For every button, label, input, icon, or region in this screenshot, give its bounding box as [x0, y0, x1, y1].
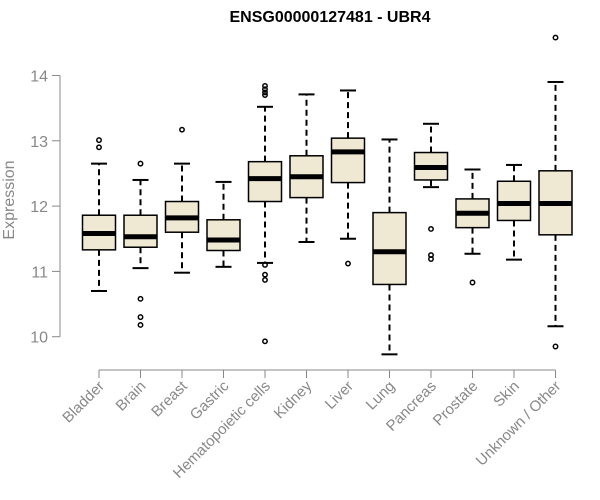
x-tick-label: Bladder — [59, 378, 108, 427]
outlier-point — [137, 160, 144, 167]
outlier-point — [262, 89, 268, 96]
box-iqr — [247, 160, 283, 203]
y-tick-label: 10 — [30, 330, 48, 347]
boxes-group — [81, 34, 573, 356]
box-bladder — [81, 137, 117, 292]
outlier-point — [262, 92, 268, 98]
x-tick-label: Breast — [148, 377, 191, 420]
outlier-point — [428, 256, 434, 262]
outlier-point — [262, 82, 268, 89]
x-tick-label: Kidney — [271, 377, 316, 422]
outlier-point — [262, 276, 268, 283]
y-tick-label: 12 — [30, 199, 48, 216]
box-pancreas — [413, 122, 449, 262]
outlier-point — [96, 144, 102, 151]
outlier-point — [428, 225, 434, 232]
outlier-point — [262, 338, 268, 345]
box-lung — [372, 138, 407, 356]
y-axis-label: Expression — [1, 160, 18, 239]
outlier-point — [179, 126, 185, 133]
outlier-point — [262, 261, 268, 268]
box-skin — [496, 163, 532, 261]
box-breast — [164, 126, 200, 274]
outlier-point — [137, 314, 144, 321]
y-axis: 10 11 12 13 14 — [30, 68, 61, 347]
box-iqr — [206, 219, 241, 252]
x-tick-label: Skin — [490, 378, 523, 411]
outlier-point — [262, 86, 268, 93]
outlier-point — [552, 34, 559, 41]
box-iqr — [330, 137, 366, 184]
outlier-point — [262, 271, 268, 278]
box-brain — [123, 160, 158, 328]
box-iqr — [123, 214, 158, 248]
y-tick-label: 13 — [30, 134, 48, 151]
x-tick-label: Brain — [113, 378, 150, 415]
x-tick-label: Liver — [322, 378, 357, 413]
x-tick-label: Prostate — [430, 378, 482, 430]
box-iqr — [372, 211, 407, 286]
box-kidney — [289, 93, 324, 244]
outlier-point — [469, 279, 476, 286]
y-tick-label: 14 — [30, 68, 48, 85]
box-prostate — [455, 168, 490, 286]
chart-title: ENSG00000127481 - UBR4 — [229, 9, 430, 26]
outlier-point — [137, 295, 144, 302]
box-liver — [330, 89, 366, 267]
x-tick-label: Lung — [363, 378, 399, 414]
box-gastric — [206, 180, 241, 268]
outlier-point — [96, 137, 102, 144]
box-iqr — [496, 180, 532, 222]
outlier-point — [345, 260, 351, 267]
outlier-point — [552, 343, 559, 350]
y-tick-label: 11 — [31, 264, 48, 281]
outlier-point — [137, 322, 144, 328]
box-unknown-other — [538, 34, 573, 350]
box-hematopoietic-cells — [247, 82, 283, 345]
